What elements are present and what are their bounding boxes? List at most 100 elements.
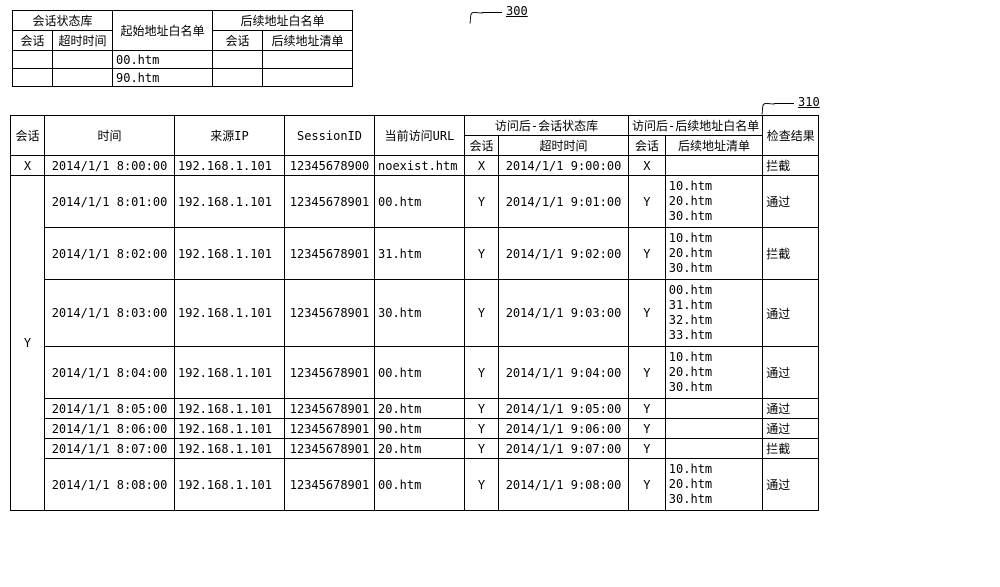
t2-cell: 2014/1/1 9:03:00 [499,280,629,347]
t2-h-sess3: 会话 [629,136,666,156]
t2-cell: 12345678901 [285,228,375,280]
t2-cell: 20.htm [375,399,465,419]
t2-cell [665,156,762,176]
t2-cell: 2014/1/1 8:05:00 [45,399,175,419]
t2-cell: 90.htm [375,419,465,439]
t2-row-y: 2014/1/1 8:02:00192.168.1.10112345678901… [11,228,819,280]
t2-cell: 2014/1/1 9:00:00 [499,156,629,176]
t2-cell: 10.htm20.htm30.htm [665,176,762,228]
t2-cell: 00.htm [375,347,465,399]
t2-cell: 192.168.1.101 [175,280,285,347]
t1-cell [213,69,263,87]
t2-cell: 192.168.1.101 [175,399,285,419]
t2-h-cur-url: 当前访问URL [375,116,465,156]
t2-cell: noexist.htm [375,156,465,176]
ref-300-label: 300 [506,4,528,18]
t1-cell [263,69,353,87]
t2-cell: Y [629,459,666,511]
t1-cell: 90.htm [113,69,213,87]
t2-cell: Y [629,176,666,228]
t2-cell [665,399,762,419]
t2-cell: 2014/1/1 9:02:00 [499,228,629,280]
t2-cell: 12345678900 [285,156,375,176]
t2-result: 通过 [763,347,819,399]
t2-cell: Y [629,228,666,280]
t2-cell: Y [629,280,666,347]
t1-cell [13,51,53,69]
t1-h-next-list: 后续地址清单 [263,31,353,51]
t2-result: 通过 [763,399,819,419]
t1-h-session: 会话 [13,31,53,51]
t2-result: 通过 [763,280,819,347]
t2-cell: 2014/1/1 9:01:00 [499,176,629,228]
t2-cell: 2014/1/1 9:04:00 [499,347,629,399]
t2-cell: 2014/1/1 9:05:00 [499,399,629,419]
t1-h-next-session: 会话 [213,31,263,51]
t2-cell: 10.htm20.htm30.htm [665,228,762,280]
t2-result: 拦截 [763,228,819,280]
t2-cell: X [465,156,499,176]
t2-row-y: 2014/1/1 8:04:00192.168.1.10112345678901… [11,347,819,399]
t2-h-sessionid: SessionID [285,116,375,156]
t2-h-time: 时间 [45,116,175,156]
ref-310-curve [761,102,774,115]
ref-300-curve [469,11,482,24]
t2-cell: 192.168.1.101 [175,459,285,511]
t1-row: 00.htm [13,51,353,69]
t1-cell [13,69,53,87]
t2-cell: 10.htm20.htm30.htm [665,459,762,511]
t1-cell: 00.htm [113,51,213,69]
t2-h-timeout2: 超时时间 [499,136,629,156]
t2-result: 拦截 [763,439,819,459]
table-300: 会话状态库 起始地址白名单 后续地址白名单 会话 超时时间 会话 后续地址清单 … [12,10,353,87]
t2-cell: Y [629,347,666,399]
t2-result: 通过 [763,419,819,439]
t2-cell: Y [465,176,499,228]
t2-h-session: 会话 [11,116,45,156]
t2-result: 通过 [763,176,819,228]
t2-cell: 31.htm [375,228,465,280]
t1-h-next-whitelist: 后续地址白名单 [213,11,353,31]
t2-cell: X [629,156,666,176]
t2-cell: 10.htm20.htm30.htm [665,347,762,399]
t2-row-y: Y2014/1/1 8:01:00192.168.1.1011234567890… [11,176,819,228]
t2-cell: 192.168.1.101 [175,228,285,280]
table-310: 会话 时间 来源IP SessionID 当前访问URL 访问后-会话状态库 访… [10,115,819,511]
t2-cell: 00.htm [375,176,465,228]
t2-row-y: 2014/1/1 8:05:00192.168.1.10112345678901… [11,399,819,419]
t2-cell: Y [465,280,499,347]
t2-cell: 12345678901 [285,176,375,228]
t2-row-y: 2014/1/1 8:07:00192.168.1.10112345678901… [11,439,819,459]
t2-cell: 12345678901 [285,419,375,439]
t2-cell: Y [465,347,499,399]
t2-cell: Y [629,399,666,419]
ref-310-label: 310 [798,95,820,109]
ref-300-line [482,12,502,13]
t2-cell: 192.168.1.101 [175,156,285,176]
t2-cell: 00.htm [375,459,465,511]
t2-cell: 192.168.1.101 [175,419,285,439]
t2-cell: 192.168.1.101 [175,439,285,459]
t2-cell: 12345678901 [285,459,375,511]
t2-cell: 00.htm31.htm32.htm33.htm [665,280,762,347]
t2-row-y: 2014/1/1 8:06:00192.168.1.10112345678901… [11,419,819,439]
t2-cell [665,439,762,459]
t2-cell: 2014/1/1 9:08:00 [499,459,629,511]
t2-cell: 192.168.1.101 [175,347,285,399]
t2-cell: 2014/1/1 8:06:00 [45,419,175,439]
t2-cell: 12345678901 [285,280,375,347]
t2-cell: 2014/1/1 8:03:00 [45,280,175,347]
ref-310-line [774,103,794,104]
t2-cell: Y [465,419,499,439]
t2-row-y: 2014/1/1 8:03:00192.168.1.10112345678901… [11,280,819,347]
t2-cell: Y [465,399,499,419]
t1-row: 90.htm [13,69,353,87]
t2-result: 拦截 [763,156,819,176]
t2-cell: 12345678901 [285,399,375,419]
t2-cell: 2014/1/1 8:00:00 [45,156,175,176]
t2-cell: Y [465,439,499,459]
t2-cell: 2014/1/1 8:08:00 [45,459,175,511]
t2-cell: Y [465,459,499,511]
t1-h-timeout: 超时时间 [53,31,113,51]
t2-h-sess2: 会话 [465,136,499,156]
